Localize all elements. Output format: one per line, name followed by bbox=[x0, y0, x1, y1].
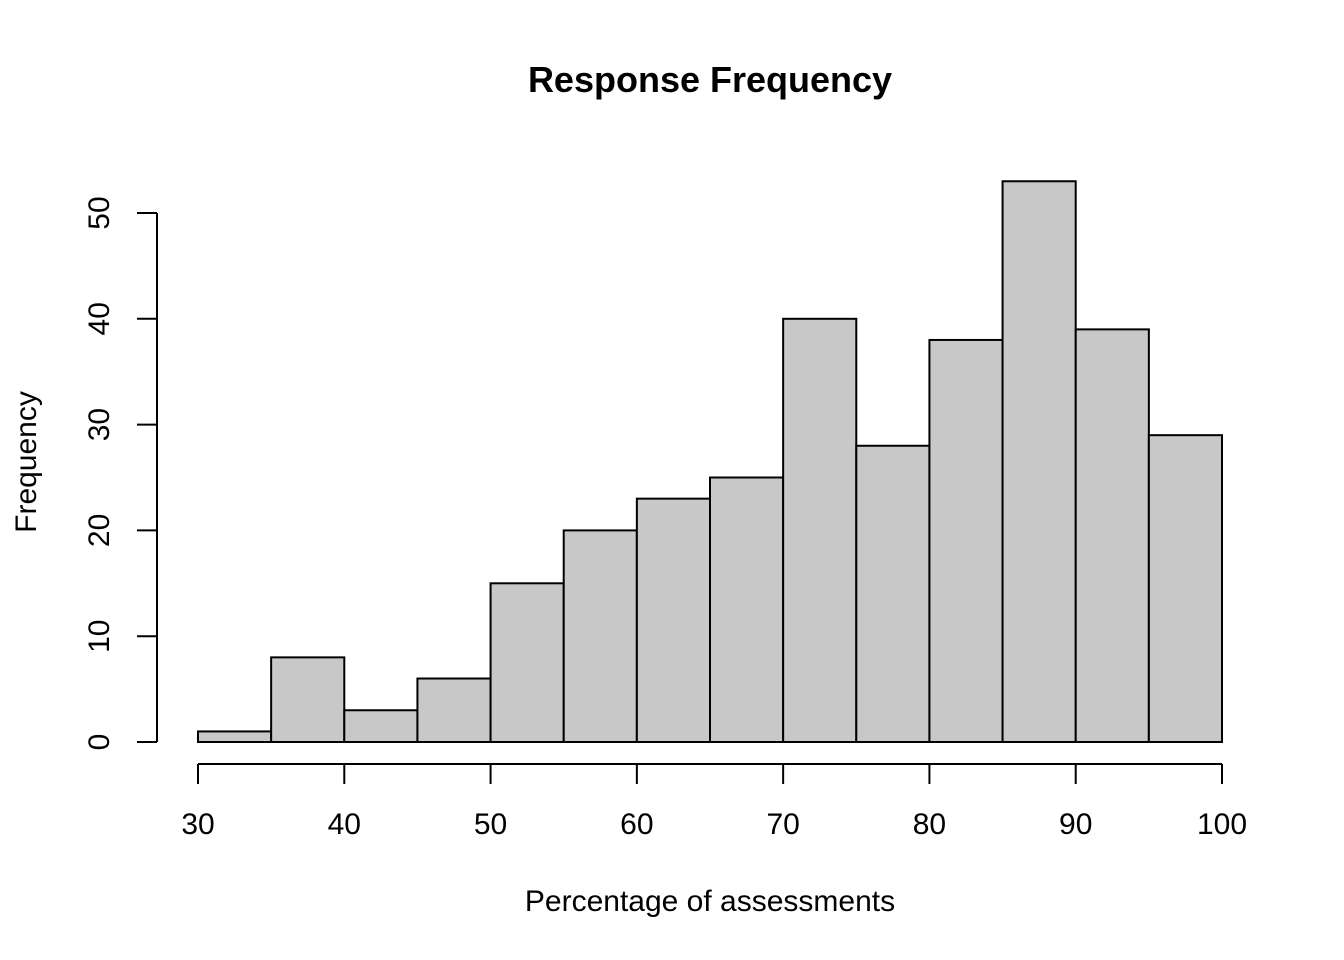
y-tick-label: 10 bbox=[83, 620, 116, 653]
histogram-bar bbox=[1001, 180, 1077, 743]
y-axis: 0 10 20 30 40 50 bbox=[83, 196, 158, 751]
bars-group bbox=[197, 180, 1224, 744]
y-tick-label: 0 bbox=[83, 734, 116, 751]
histogram-bar bbox=[416, 677, 492, 744]
histogram-bar bbox=[709, 476, 785, 743]
histogram-bar bbox=[343, 709, 419, 744]
x-tick-label: 80 bbox=[913, 808, 946, 841]
x-tick-label: 40 bbox=[328, 808, 361, 841]
x-tick-label: 30 bbox=[181, 808, 214, 841]
histogram-bar bbox=[562, 529, 638, 744]
histogram-bar bbox=[782, 317, 858, 743]
x-tick-label: 100 bbox=[1197, 808, 1247, 841]
y-tick-label: 50 bbox=[83, 196, 116, 229]
histogram-bar bbox=[928, 338, 1004, 743]
chart-title: Response Frequency bbox=[528, 59, 892, 100]
x-tick-label: 60 bbox=[620, 808, 653, 841]
x-tick-label: 90 bbox=[1059, 808, 1092, 841]
histogram-bar bbox=[1147, 434, 1224, 743]
histogram-bar bbox=[1074, 328, 1150, 743]
histogram-bar bbox=[270, 656, 346, 743]
histogram-bar bbox=[635, 497, 711, 743]
x-tick-label: 50 bbox=[474, 808, 507, 841]
y-tick-label: 20 bbox=[83, 514, 116, 547]
x-axis: 30 40 50 60 70 80 90 100 bbox=[181, 763, 1247, 841]
x-axis-title: Percentage of assessments bbox=[525, 885, 895, 918]
y-tick-label: 40 bbox=[83, 302, 116, 335]
y-tick-label: 30 bbox=[83, 408, 116, 441]
histogram-bar bbox=[855, 444, 931, 743]
histogram-bar bbox=[197, 730, 273, 743]
x-tick-label: 70 bbox=[766, 808, 799, 841]
histogram-bar bbox=[489, 582, 565, 743]
y-axis-title: Frequency bbox=[10, 391, 43, 533]
